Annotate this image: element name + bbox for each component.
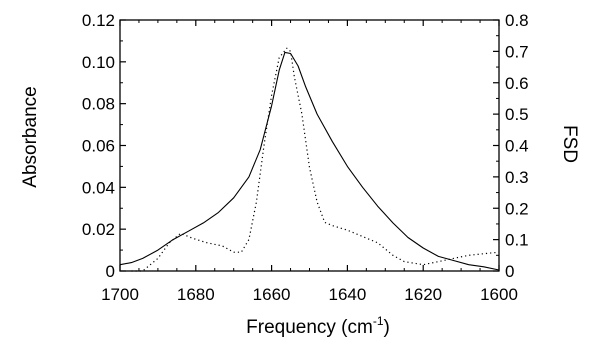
y-left-tick-label: 0.12 xyxy=(82,11,115,30)
y-axis-right-title: FSD xyxy=(559,125,580,163)
absorbance-series-line xyxy=(119,51,500,271)
y-axis-left-title: Absorbance xyxy=(20,86,41,187)
y-left-tick-label: 0.02 xyxy=(82,220,115,239)
y-right-tick-label: 0.3 xyxy=(505,168,529,187)
x-tick-label: 1680 xyxy=(177,285,215,304)
series-layer xyxy=(119,47,500,272)
y-right-tick-label: 0.2 xyxy=(505,199,529,218)
y-right-tick-label: 0.5 xyxy=(505,105,529,124)
y-right-tick-label: 0 xyxy=(505,262,514,281)
y-right-tick-label: 0.6 xyxy=(505,74,529,93)
y-left-tick-label: 0.10 xyxy=(82,53,115,72)
y-axis-left: 0 0.02 0.04 0.06 0.08 0.10 0.12 xyxy=(82,11,126,281)
y-right-tick-label: 0.1 xyxy=(505,231,529,250)
x-axis-title-superscript: -1 xyxy=(373,314,384,328)
x-tick-label: 1640 xyxy=(328,285,366,304)
x-axis: 1700 1680 1660 1640 1620 1600 xyxy=(101,20,518,304)
x-tick-label: 1620 xyxy=(404,285,442,304)
y-left-tick-label: 0.08 xyxy=(82,95,115,114)
y-left-tick-label: 0.06 xyxy=(82,137,115,156)
x-tick-label: 1660 xyxy=(253,285,291,304)
fsd-series-line xyxy=(131,47,500,272)
y-right-tick-label: 0.4 xyxy=(505,137,529,156)
x-axis-title-close: ) xyxy=(384,317,390,338)
x-axis-title: Frequency (cm-1) xyxy=(246,314,390,338)
x-tick-label: 1600 xyxy=(480,285,518,304)
plot-frame xyxy=(119,19,500,272)
x-axis-title-text: Frequency (cm xyxy=(246,317,373,338)
y-right-tick-label: 0.7 xyxy=(505,42,529,61)
y-left-tick-label: 0 xyxy=(106,262,115,281)
y-right-tick-label: 0.8 xyxy=(505,11,529,30)
y-axis-right: 0 0.1 0.2 0.3 0.4 0.5 0.6 0.7 0.8 xyxy=(493,11,529,281)
y-left-tick-label: 0.04 xyxy=(82,178,115,197)
x-tick-label: 1700 xyxy=(101,285,139,304)
